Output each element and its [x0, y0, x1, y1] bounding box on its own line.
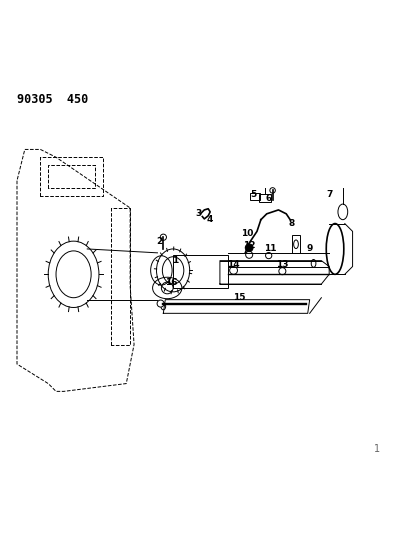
Ellipse shape [338, 204, 348, 220]
Text: 2: 2 [156, 237, 163, 246]
Text: 13: 13 [276, 260, 288, 269]
Text: 11: 11 [264, 245, 277, 253]
Text: 12: 12 [243, 240, 255, 249]
Circle shape [245, 244, 253, 252]
Bar [173, 255, 228, 288]
Bar [259, 195, 271, 202]
Text: 6: 6 [266, 193, 272, 203]
Text: 10: 10 [241, 229, 253, 238]
Circle shape [157, 300, 164, 307]
Text: 14: 14 [227, 260, 240, 269]
Bar [250, 193, 260, 200]
Text: 1: 1 [172, 256, 178, 265]
Text: 4: 4 [207, 215, 213, 224]
Text: 5: 5 [250, 190, 256, 199]
Text: 7: 7 [326, 190, 332, 199]
Text: 1: 1 [374, 444, 380, 454]
Text: 90305  450: 90305 450 [17, 93, 88, 106]
Bar [292, 235, 300, 253]
Text: 16: 16 [165, 278, 177, 287]
Text: 8: 8 [289, 219, 295, 228]
Text: 9: 9 [307, 245, 313, 253]
Text: 3: 3 [195, 209, 202, 219]
Text: 15: 15 [233, 293, 246, 302]
